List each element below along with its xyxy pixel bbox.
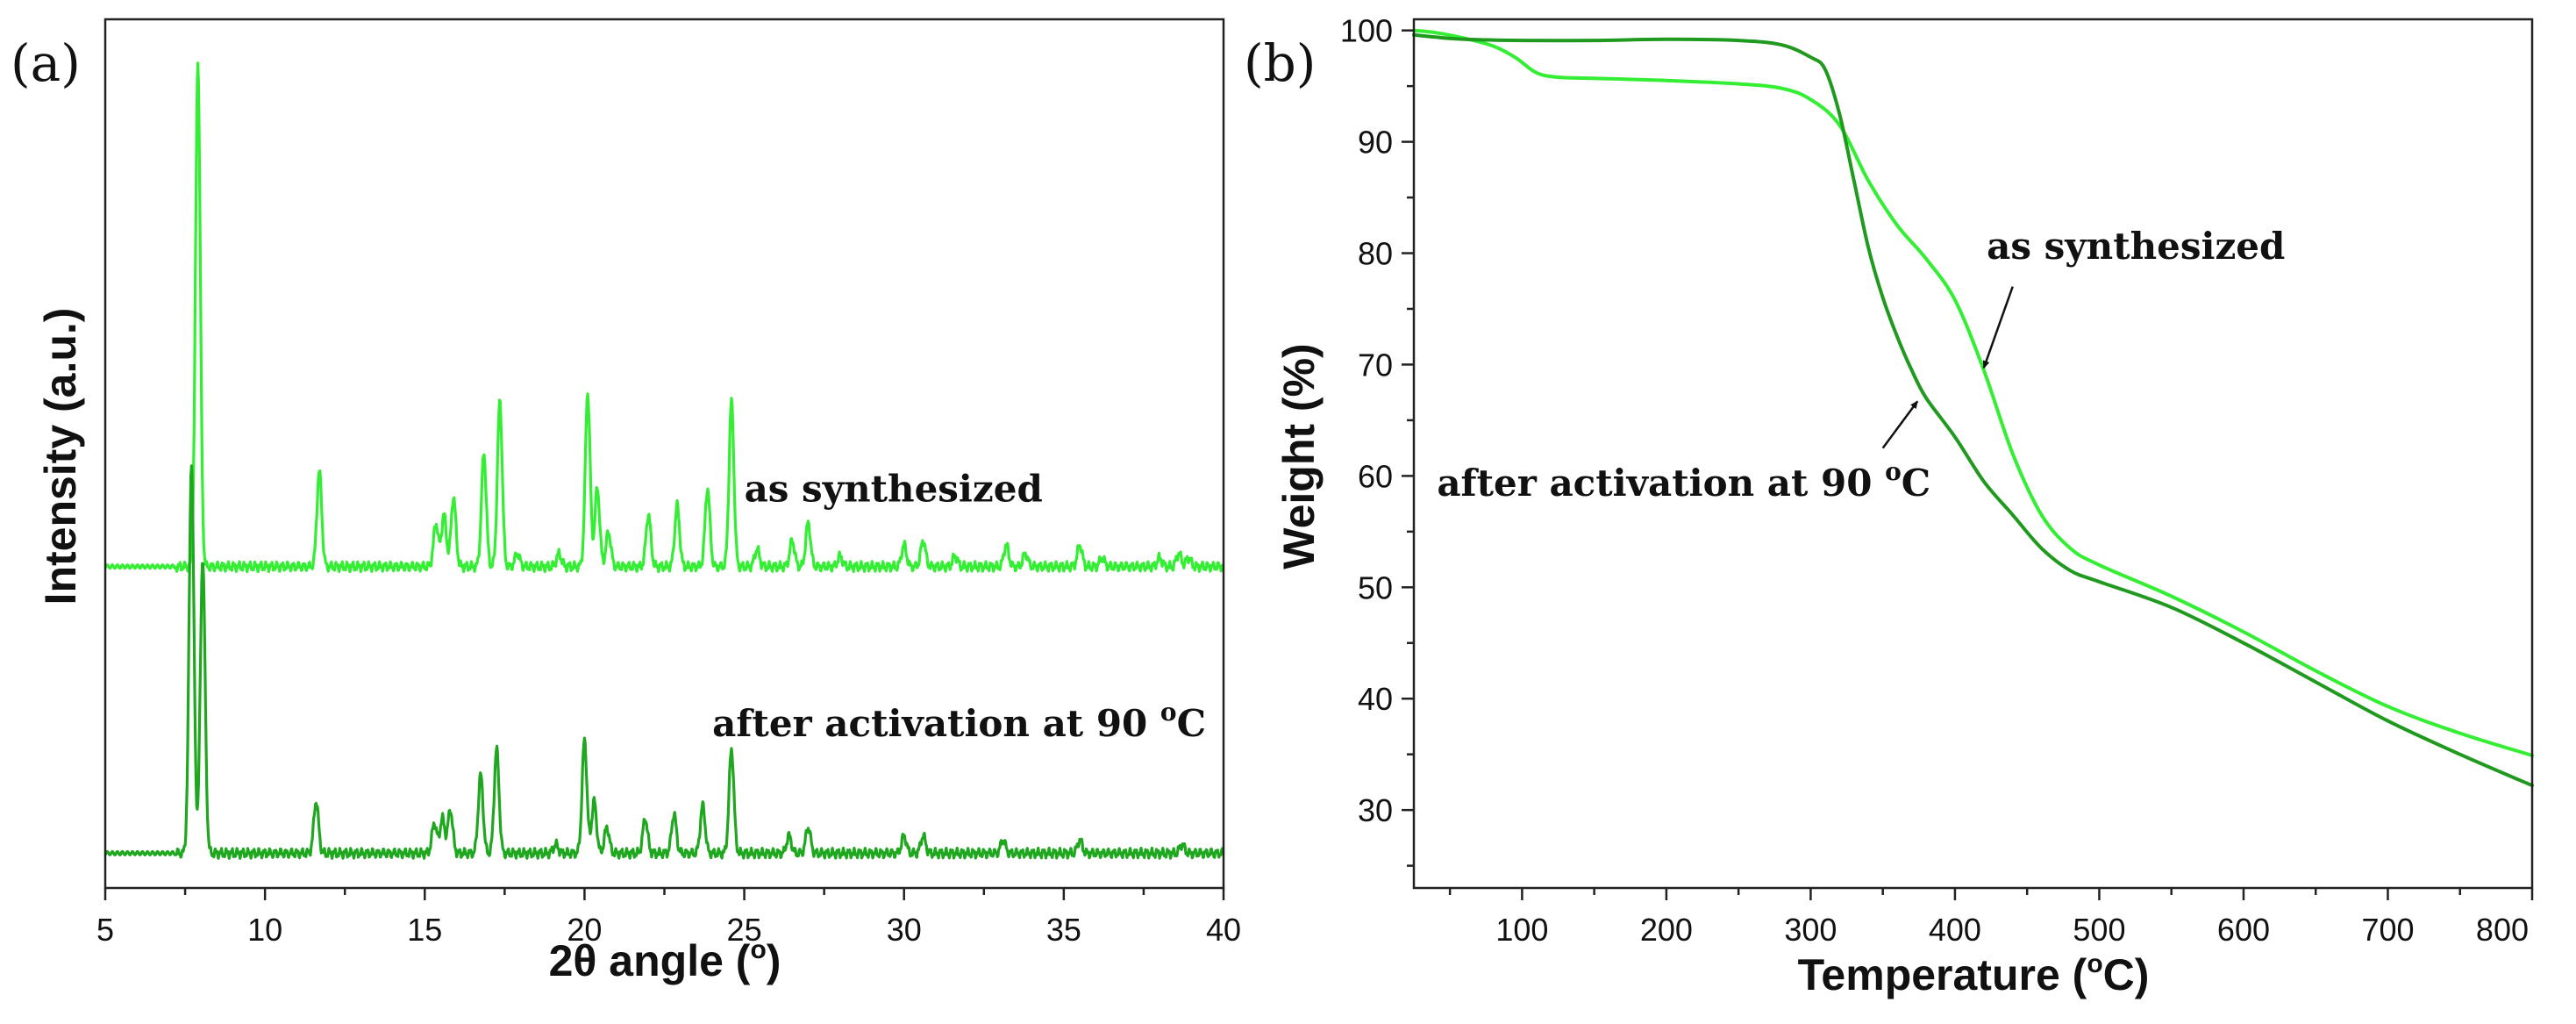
panel-a-series-line-1 [103,61,1225,574]
panel-b-letter: (b) [1244,33,1316,93]
panel-a-x-tick-label: 25 [727,912,762,948]
panel-b-y-axis-title: Weight (%) [1274,343,1324,569]
panel-b-x-tick-label: 400 [1929,912,1981,948]
panel-b-series-line-2 [1412,32,2534,788]
panel-b-x-tick-label: 700 [2361,912,2414,948]
panel-b-arrow-as-synthesized [1982,286,2014,369]
panel-b-y-tick-label: 80 [1358,236,1393,272]
panel-b-x-tick-label: 600 [2217,912,2270,948]
panel-b-x-tick-label: 100 [1495,912,1548,948]
panel-a-plot-frame [103,18,1225,890]
panel-a-x-tick-label: 40 [1206,912,1241,948]
panel-a-series-label-1: as synthesized [745,467,1043,510]
panel-a-x-tick-label: 15 [407,912,442,948]
panel-b-y-tick-label: 70 [1358,347,1393,383]
panel-b-tga-chart: (b) 100 200 300 400 500 600 700 800 30 40 50 60 70 8… [1244,13,2534,999]
panel-b-x-tick-label: 300 [1784,912,1837,948]
panel-b-annotations: as synthesized after activation at 90 oC [1437,225,2285,505]
panel-b-y-axis: 30 40 50 60 70 80 90 100 [1340,13,1414,867]
panel-b-annotation-after-activation: after activation at 90 oC [1437,457,1930,505]
panel-b-y-tick-label: 90 [1358,125,1393,161]
panel-b-y-tick-label: 30 [1358,792,1393,828]
panel-a-x-tick-label: 30 [887,912,922,948]
panel-b-y-tick-label: 50 [1358,569,1393,605]
panel-b-series-group [1412,28,2534,788]
panel-b-x-tick-label: 200 [1640,912,1693,948]
panel-a-series-labels: as synthesized after activation at 90 oC [712,467,1206,744]
panel-a-series-line-2 [103,464,1225,860]
panel-b-y-tick-label: 60 [1358,458,1393,494]
panel-b-plot-frame [1412,18,2534,890]
panel-b-series-line-1 [1412,28,2534,757]
panel-b-y-tick-label: 100 [1340,13,1393,49]
panel-b-y-tick-label: 40 [1358,681,1393,717]
panel-a-x-axis: 5 10 15 20 25 30 35 40 [96,888,1241,948]
panel-a-x-tick-label: 35 [1046,912,1081,948]
panel-a-series-label-2: after activation at 90 oC [712,698,1206,745]
panel-a-x-tick-label: 20 [567,912,602,948]
panel-b-annotation-as-synthesized: as synthesized [1987,225,2285,268]
panel-a-x-axis-title: 2θ angle (o) [549,935,781,985]
panel-a-x-tick-label: 5 [96,912,114,948]
panel-a-x-tick-label: 10 [247,912,282,948]
panel-b-arrow-after-activation [1881,400,1919,449]
panel-b-x-axis: 100 200 300 400 500 600 700 800 [1448,888,2534,948]
panel-b-x-axis-title: Temperature (oC) [1798,949,2150,999]
panel-a-series-group [103,61,1225,860]
panel-a-xrd-chart: (a) 5 10 15 20 25 30 35 40 as synthesized after … [11,18,1241,985]
panel-a-letter: (a) [11,33,81,93]
panel-a-y-axis-title: Intensity (a.u.) [36,308,85,605]
panel-b-x-tick-label: 500 [2073,912,2125,948]
panel-b-x-tick-label: 800 [2476,912,2529,948]
